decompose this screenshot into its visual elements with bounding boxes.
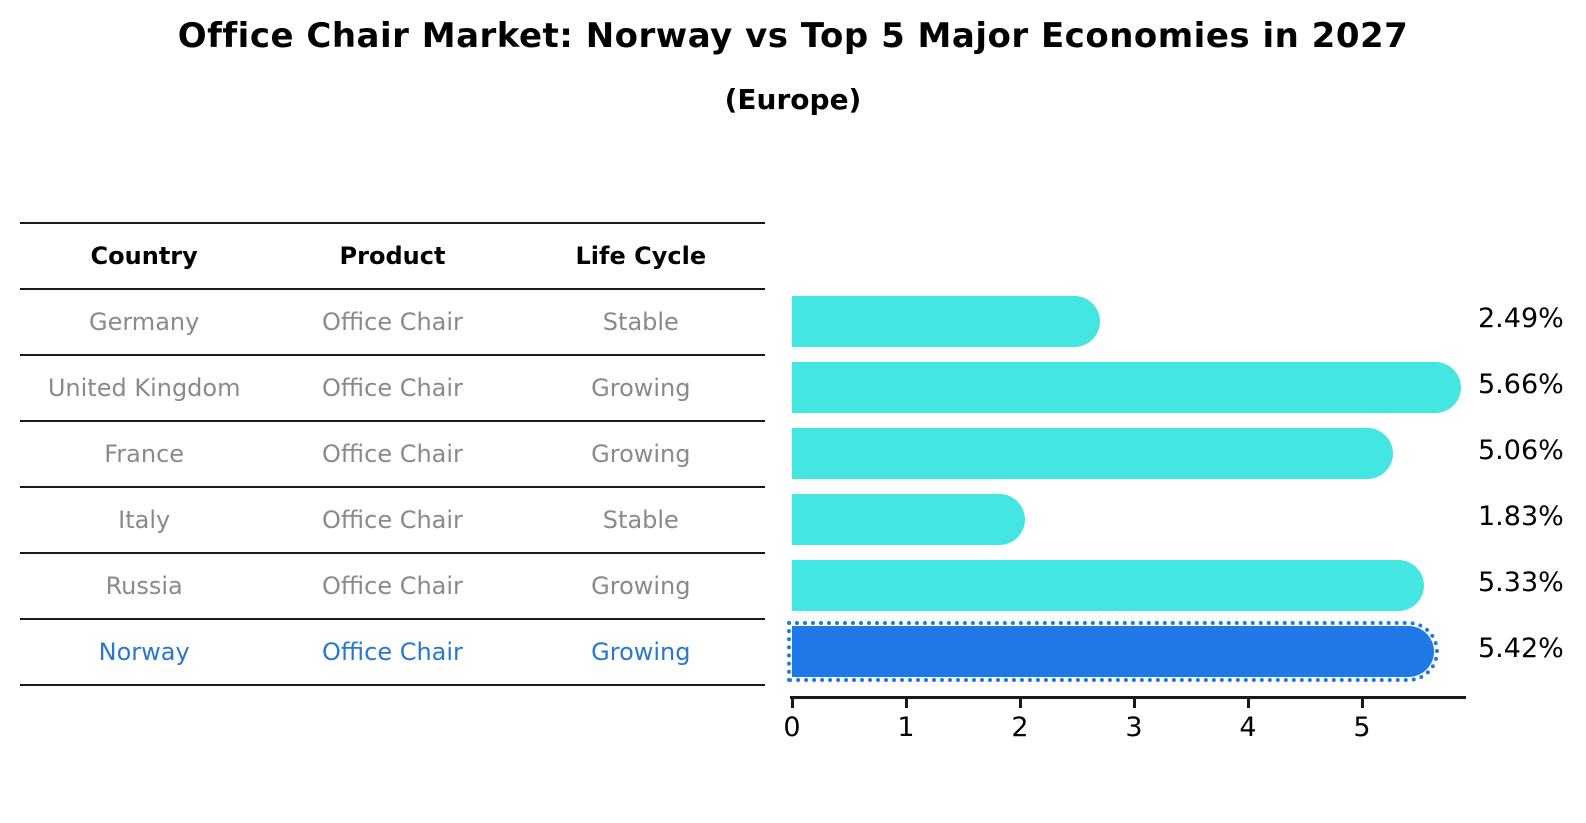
x-tick-mark — [1132, 699, 1136, 708]
x-tick-label: 4 — [1239, 712, 1257, 743]
table-cell-life_cycle: Growing — [591, 638, 691, 666]
table-cell-country: Germany — [89, 308, 200, 336]
x-tick-label: 1 — [897, 712, 915, 743]
column-header-country: Country — [90, 242, 198, 270]
bar-value-label-germany: 2.49% — [1478, 303, 1564, 334]
x-tick-label: 3 — [1125, 712, 1143, 743]
x-tick-label: 5 — [1353, 712, 1371, 743]
x-tick-mark — [1018, 699, 1022, 708]
column-header-product: Product — [339, 242, 446, 270]
table-row-norway: Norway Office Chair Growing — [20, 620, 765, 686]
table-cell-product: Office Chair — [322, 506, 463, 534]
x-tick-label: 0 — [783, 712, 801, 743]
table-row-germany: Germany Office Chair Stable — [20, 290, 765, 356]
table-body: Germany Office Chair Stable United Kingdom O… — [20, 290, 765, 686]
bar-norway — [787, 620, 1439, 682]
x-tick-mark — [904, 699, 908, 708]
bar-italy — [792, 493, 1025, 545]
table-cell-country: France — [104, 440, 185, 468]
table-cell-life_cycle: Growing — [591, 440, 691, 468]
x-tick-mark — [790, 699, 794, 708]
bar-germany — [792, 295, 1100, 347]
table-row-united-kingdom: United Kingdom Office Chair Growing — [20, 356, 765, 422]
table-cell-product: Office Chair — [322, 440, 463, 468]
table-cell-product: Office Chair — [322, 572, 463, 600]
bar-value-label-france: 5.06% — [1478, 435, 1564, 466]
table-cell-life_cycle: Growing — [591, 572, 691, 600]
table-cell-country: Russia — [105, 572, 183, 600]
bar-value-label-united-kingdom: 5.66% — [1478, 369, 1564, 400]
table-cell-country: Norway — [98, 638, 190, 666]
table-cell-country: United Kingdom — [47, 374, 241, 402]
table-cell-product: Office Chair — [322, 374, 463, 402]
table-cell-life_cycle: Stable — [602, 506, 679, 534]
table-row-france: France Office Chair Growing — [20, 422, 765, 488]
chart-title: Office Chair Market: Norway vs Top 5 Maj… — [177, 16, 1409, 56]
bar-france — [792, 427, 1393, 479]
table-cell-product: Office Chair — [322, 638, 463, 666]
chart-subtitle: (Europe) — [724, 83, 862, 116]
bar-value-label-russia: 5.33% — [1478, 567, 1564, 598]
x-tick-mark — [1360, 699, 1364, 708]
table-row-russia: Russia Office Chair Growing — [20, 554, 765, 620]
bar-russia — [792, 559, 1424, 611]
bar-value-label-norway: 5.42% — [1478, 633, 1564, 664]
table-header-row: Country Product Life Cycle — [20, 224, 765, 290]
table-row-italy: Italy Office Chair Stable — [20, 488, 765, 554]
table-cell-life_cycle: Growing — [591, 374, 691, 402]
x-axis-line — [790, 696, 1466, 699]
x-tick-mark — [1246, 699, 1250, 708]
bar-value-label-italy: 1.83% — [1478, 501, 1564, 532]
table-cell-life_cycle: Stable — [602, 308, 679, 336]
x-tick-label: 2 — [1011, 712, 1029, 743]
column-header-lifecycle: Life Cycle — [575, 242, 707, 270]
country-table: Country Product Life Cycle Germany Office… — [20, 222, 765, 686]
bar-united-kingdom — [792, 361, 1462, 413]
table-cell-product: Office Chair — [322, 308, 463, 336]
table-cell-country: Italy — [118, 506, 171, 534]
